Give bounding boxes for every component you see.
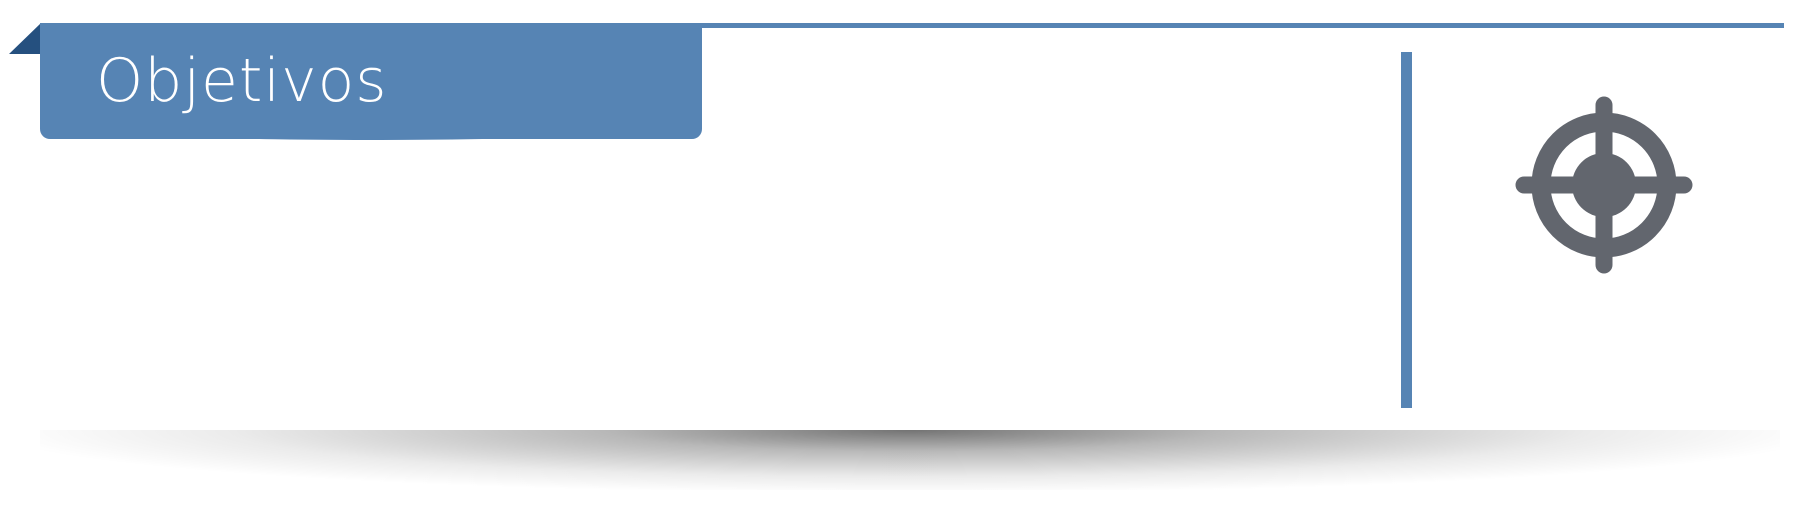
slide-title: Objetivos [96,46,388,116]
ribbon-fold [9,23,41,54]
top-rule [700,23,1784,28]
target-icon [1512,96,1696,274]
title-ribbon [40,23,702,139]
vertical-divider [1401,52,1412,408]
bottom-shadow [40,430,1780,490]
